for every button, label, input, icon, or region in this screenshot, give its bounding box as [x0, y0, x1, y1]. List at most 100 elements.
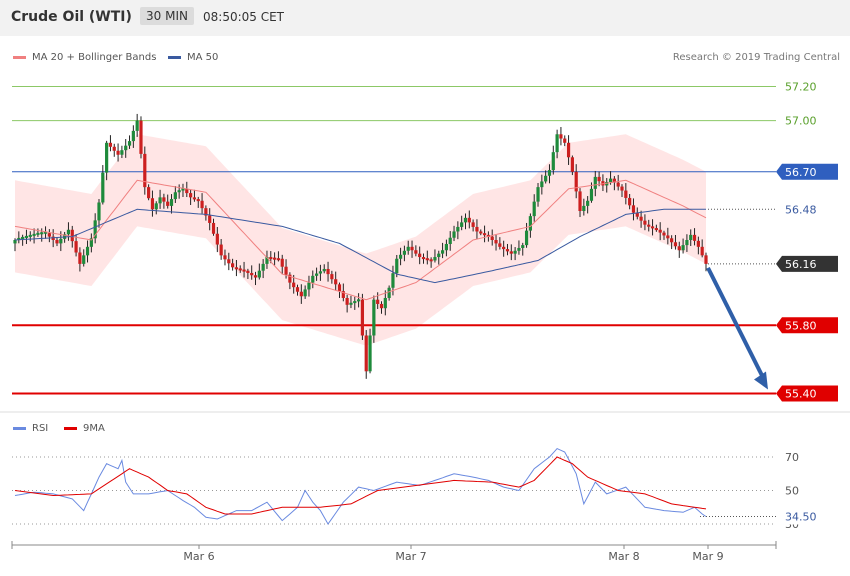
candle-body — [700, 246, 704, 256]
candle — [150, 190, 155, 217]
candle — [624, 183, 628, 205]
candle — [303, 285, 307, 299]
candle — [307, 275, 311, 297]
candle — [574, 164, 578, 199]
candle — [322, 264, 326, 274]
candle-body — [421, 257, 426, 260]
candle-body — [418, 253, 422, 258]
candle — [257, 263, 261, 280]
candle — [414, 245, 418, 257]
candle-body — [460, 222, 464, 227]
rsi-swatch — [13, 426, 26, 430]
candle — [223, 249, 227, 266]
candle-body — [509, 251, 513, 254]
candle — [169, 194, 174, 214]
candle — [78, 247, 82, 272]
candle-body — [169, 199, 174, 206]
chart-header: Crude Oil (WTI) 30 MIN 08:50:05 CET — [0, 0, 850, 36]
candle — [437, 250, 441, 265]
candle-body — [502, 246, 506, 250]
candle — [570, 155, 574, 176]
candle-body — [284, 266, 288, 275]
candle-body — [330, 274, 334, 280]
legend-rsi-ma-label: 9MA — [83, 423, 105, 434]
candle-body — [406, 246, 410, 251]
rsi-tick-50: 50 — [785, 485, 799, 498]
candle-body — [433, 257, 437, 261]
candle-body — [227, 259, 231, 264]
candle-body — [471, 222, 475, 227]
candle-body — [616, 182, 620, 187]
candle-body — [440, 250, 445, 254]
candle — [650, 219, 655, 236]
candle-body — [124, 145, 128, 151]
candle — [242, 261, 246, 278]
candle-body — [467, 217, 471, 223]
candle — [200, 193, 204, 214]
candle — [429, 257, 433, 268]
candle-body — [670, 238, 674, 243]
candle — [372, 295, 376, 343]
candle — [162, 193, 166, 209]
candle-body — [242, 269, 246, 272]
candle-body — [219, 244, 223, 256]
candle-body — [517, 247, 521, 251]
candle-body — [605, 182, 609, 186]
candle-body — [364, 335, 368, 372]
candle — [582, 198, 586, 216]
candle-body — [181, 188, 185, 191]
candle — [555, 129, 559, 159]
candle — [490, 229, 494, 246]
candle — [135, 113, 139, 137]
price-tag-55.40 — [776, 385, 838, 402]
candle-body — [280, 258, 284, 267]
forecast-arrow-head — [754, 371, 768, 390]
credit-text: Research © 2019 Trading Central — [672, 52, 840, 63]
candle — [337, 282, 342, 298]
candle-body — [154, 203, 158, 210]
candle-body — [234, 267, 239, 270]
candle-body — [311, 275, 315, 283]
candle-body — [513, 250, 517, 254]
candle — [463, 213, 468, 230]
candle-body — [322, 268, 326, 272]
candle — [673, 234, 678, 250]
candle — [536, 182, 540, 207]
candle-body — [70, 229, 74, 242]
candle — [238, 265, 242, 273]
candle-body — [528, 216, 532, 231]
candle-body — [635, 212, 639, 217]
candle — [662, 230, 666, 240]
candle-body — [620, 186, 624, 191]
candle — [28, 231, 32, 242]
candle-body — [196, 199, 200, 202]
candle — [185, 181, 189, 198]
candle — [215, 227, 219, 253]
candle-body — [231, 263, 235, 268]
legend-ma20: MA 20 + Bollinger Bands — [13, 52, 156, 63]
rsi-ma-swatch — [64, 426, 77, 430]
candle — [593, 170, 597, 197]
candle — [402, 245, 407, 262]
candle-body — [189, 193, 193, 198]
candle — [502, 240, 506, 257]
candle-body — [482, 233, 487, 236]
candle-body — [215, 233, 219, 245]
candle — [681, 238, 685, 254]
candle-body — [685, 240, 689, 246]
candle — [395, 254, 399, 278]
candle — [345, 294, 349, 313]
candle — [620, 184, 624, 198]
candle — [547, 164, 552, 184]
timeframe-badge[interactable]: 30 MIN — [140, 7, 194, 25]
candle-body — [479, 231, 483, 234]
candle — [246, 268, 250, 279]
candle — [353, 296, 357, 310]
candle-body — [139, 120, 143, 154]
candle-body — [410, 246, 414, 251]
candle-body — [463, 217, 468, 223]
candle — [360, 293, 365, 341]
candle — [643, 214, 647, 231]
candle-body — [628, 197, 632, 206]
candle-body — [536, 187, 540, 202]
